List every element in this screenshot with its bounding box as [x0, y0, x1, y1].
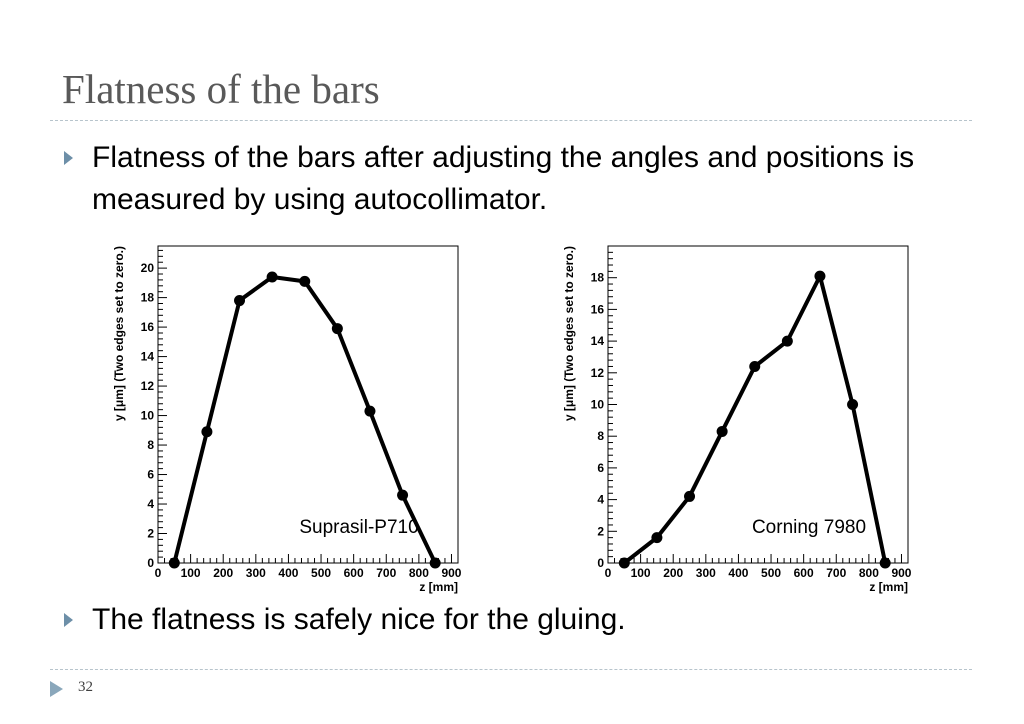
y-tick-label: 18: [141, 291, 155, 305]
x-tick-label: 0: [155, 566, 162, 580]
x-tick-label: 800: [409, 566, 429, 580]
y-tick-label: 10: [141, 409, 155, 423]
data-point: [618, 557, 630, 569]
x-tick-label: 0: [605, 566, 612, 580]
bullet-text-1: Flatness of the bars after adjusting the…: [92, 141, 915, 216]
y-tick-label: 16: [591, 302, 605, 316]
y-tick-label: 20: [141, 261, 155, 275]
bullet-arrow-icon: [64, 613, 73, 627]
data-point: [684, 490, 696, 502]
data-point: [847, 399, 859, 410]
x-tick-label: 900: [441, 566, 461, 580]
data-point: [364, 405, 376, 417]
y-tick-label: 2: [147, 527, 154, 541]
y-tick-label: 12: [141, 379, 155, 393]
data-point: [234, 295, 246, 307]
data-point: [397, 489, 409, 501]
y-tick-label: 2: [597, 524, 604, 538]
x-tick-label: 500: [761, 566, 781, 580]
y-tick-label: 8: [147, 438, 154, 452]
data-point: [429, 557, 441, 569]
data-point: [814, 270, 826, 282]
x-tick-label: 200: [213, 566, 233, 580]
x-tick-label: 300: [696, 566, 716, 580]
y-tick-label: 16: [141, 320, 155, 334]
y-axis-label: y [μm] (Two edges set to zero.): [112, 246, 126, 421]
x-axis-label: z [mm]: [419, 580, 458, 594]
y-tick-label: 8: [597, 429, 604, 443]
data-point: [201, 426, 213, 438]
x-tick-label: 100: [181, 566, 201, 580]
y-tick-label: 14: [591, 334, 605, 348]
x-tick-label: 500: [311, 566, 331, 580]
data-point: [716, 425, 728, 437]
footer-divider: [50, 669, 972, 670]
chart-annotation: Suprasil-P710: [299, 517, 418, 538]
x-tick-label: 200: [663, 566, 683, 580]
x-tick-label: 100: [631, 566, 651, 580]
x-tick-label: 600: [344, 566, 364, 580]
x-tick-label: 400: [278, 566, 298, 580]
x-tick-label: 600: [794, 566, 814, 580]
page-title: Flatness of the bars: [62, 66, 380, 112]
y-tick-label: 4: [147, 497, 154, 511]
data-point: [299, 275, 311, 287]
y-tick-label: 10: [591, 398, 605, 412]
y-tick-label: 18: [591, 271, 605, 285]
data-point: [331, 323, 343, 335]
y-tick-label: 0: [147, 556, 154, 570]
chart-annotation: Corning 7980: [752, 517, 866, 538]
data-point: [879, 557, 891, 569]
bullet-text-2: The flatness is safely nice for the glui…: [92, 603, 626, 636]
y-tick-label: 4: [597, 493, 604, 507]
x-tick-label: 900: [891, 566, 911, 580]
page-number: 32: [78, 679, 93, 695]
y-tick-label: 0: [597, 556, 604, 570]
x-tick-label: 700: [376, 566, 396, 580]
x-axis-label: z [mm]: [869, 580, 908, 594]
y-axis-label: y [μm] (Two edges set to zero.): [562, 246, 576, 421]
data-point: [781, 335, 793, 347]
x-tick-label: 300: [246, 566, 266, 580]
y-tick-label: 12: [591, 366, 605, 380]
data-point: [266, 271, 278, 283]
x-tick-label: 400: [728, 566, 748, 580]
x-tick-label: 800: [859, 566, 879, 580]
chart-corning: 0 2 4 6 8 10 12 14 16 18 0 100 200 300 400 500 600 700 800…: [562, 245, 912, 594]
bullet-arrow-icon: [64, 151, 73, 165]
title-divider: [50, 120, 972, 121]
y-tick-label: 6: [597, 461, 604, 475]
x-tick-label: 700: [826, 566, 846, 580]
data-point: [168, 557, 180, 569]
data-point: [749, 360, 761, 372]
footer-arrow-icon: [50, 681, 63, 697]
data-point: [651, 532, 663, 544]
plot-frame: [607, 245, 909, 564]
y-tick-label: 14: [141, 350, 155, 364]
y-tick-label: 6: [147, 468, 154, 482]
